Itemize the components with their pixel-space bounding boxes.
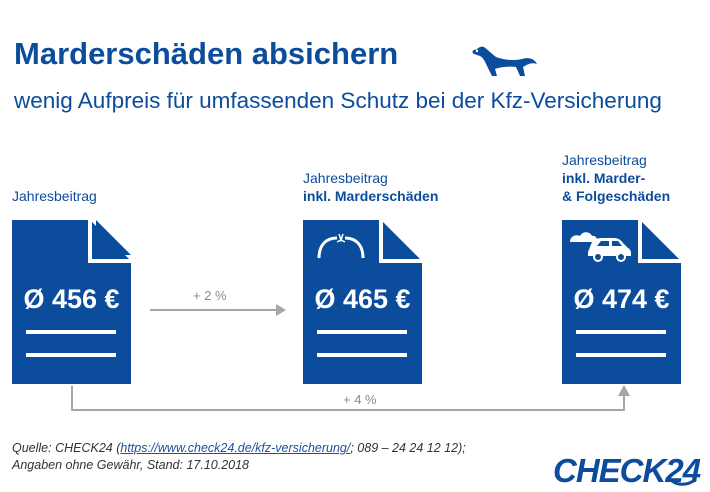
source-prefix: Quelle: CHECK24 (	[12, 441, 121, 455]
short-arrow	[150, 304, 286, 316]
long-arrow	[71, 385, 630, 411]
column-2-label: Jahresbeitrag inkl. Marderschäden	[303, 169, 438, 205]
column-2-label-bold: inkl. Marderschäden	[303, 188, 439, 204]
column-3-label: Jahresbeitrag inkl. Marder- & Folgeschäd…	[562, 151, 670, 205]
column-3-label-bold-2: & Folgeschäden	[562, 188, 671, 204]
column-3-label-bold-1: inkl. Marder-	[562, 170, 646, 186]
broken-hose-icon	[317, 233, 365, 259]
short-arrow-label: + 2 %	[193, 288, 227, 303]
source-line-2: Angaben ohne Gewähr, Stand: 17.10.2018	[12, 458, 249, 472]
source-suffix: ; 089 – 24 24 12 12);	[350, 441, 466, 455]
column-1-label: Jahresbeitrag	[12, 187, 97, 205]
car-damage-icon	[570, 232, 631, 262]
column-2-label-text: Jahresbeitrag	[303, 170, 388, 186]
document-3-shape	[562, 220, 681, 384]
source-link[interactable]: https://www.check24.de/kfz-versicherung/	[120, 441, 351, 455]
column-1-label-text: Jahresbeitrag	[12, 188, 97, 204]
document-1: Ø 456 €	[12, 220, 131, 384]
page-subtitle: wenig Aufpreis für umfassenden Schutz be…	[14, 88, 662, 113]
logo-swoosh-icon	[668, 477, 697, 486]
long-arrow-label: + 4 %	[343, 392, 377, 407]
document-2: Ø 465 €	[303, 220, 422, 384]
price-3: Ø 474 €	[573, 284, 670, 314]
source-line-1: Quelle: CHECK24 (https://www.check24.de/…	[12, 440, 466, 457]
column-3-label-text: Jahresbeitrag	[562, 152, 647, 168]
document-1-shape	[12, 220, 131, 384]
document-3: Ø 474 €	[562, 220, 681, 384]
page-title: Marderschäden absichern	[14, 36, 399, 71]
source-note: Quelle: CHECK24 (https://www.check24.de/…	[12, 440, 466, 474]
price-2: Ø 465 €	[314, 284, 411, 314]
marten-icon	[472, 46, 537, 76]
document-2-shape	[303, 220, 422, 384]
price-1: Ø 456 €	[23, 284, 120, 314]
